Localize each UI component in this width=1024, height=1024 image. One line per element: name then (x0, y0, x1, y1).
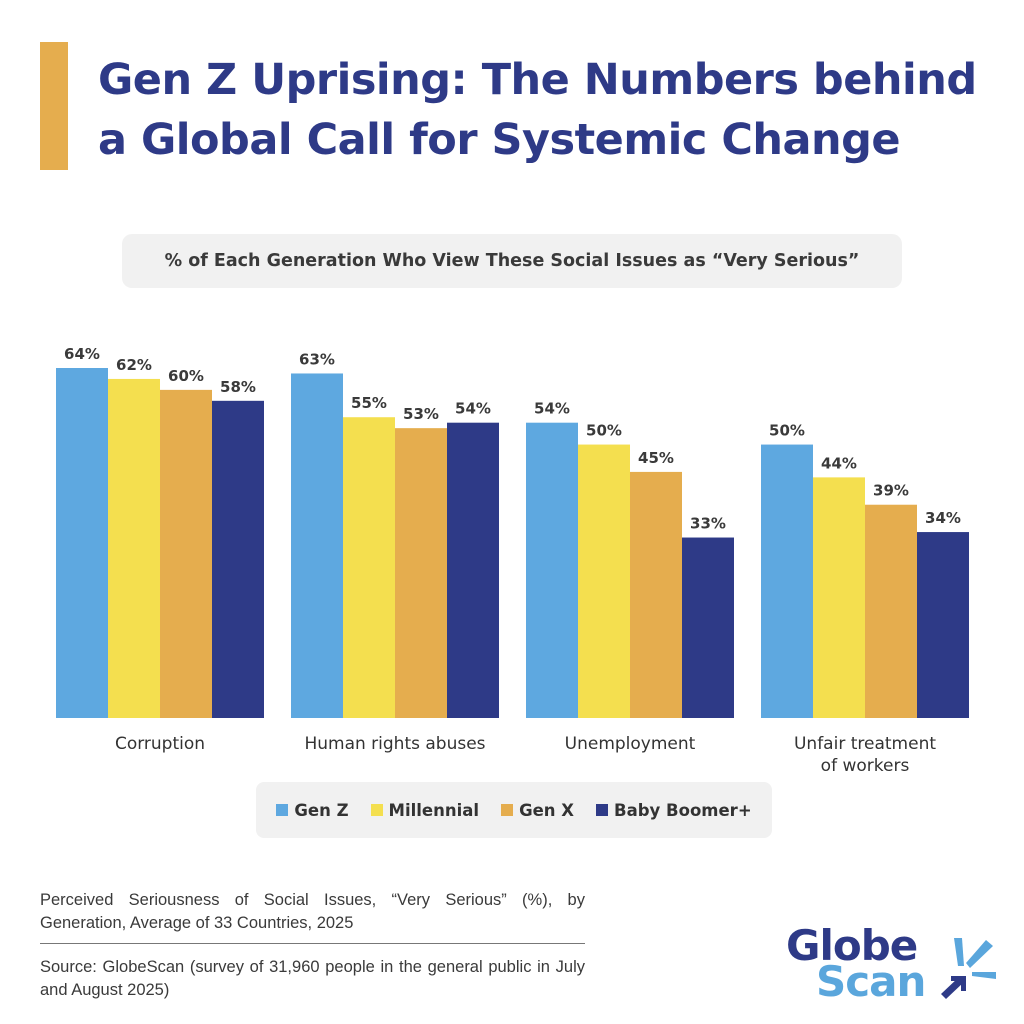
chart-title: % of Each Generation Who View These Soci… (164, 251, 860, 271)
bar-baby-boomer--1 (447, 422, 499, 718)
data-label: 50% (586, 422, 622, 440)
data-label: 33% (690, 515, 726, 533)
legend-item: Millennial (370, 800, 480, 820)
bar-gen-z-0 (56, 368, 108, 718)
bar-gen-z-2 (526, 422, 578, 718)
logo-text-scan: Scan (816, 957, 926, 1006)
bar-gen-z-3 (761, 444, 813, 718)
bar-baby-boomer--0 (212, 400, 264, 718)
data-label: 54% (534, 400, 570, 418)
legend-item: Baby Boomer+ (596, 801, 752, 820)
data-label: 55% (351, 394, 387, 412)
data-label: 39% (873, 482, 909, 500)
title-line-1: Gen Z Uprising: The Numbers behind (98, 55, 977, 105)
legend-item: Gen X (501, 801, 574, 820)
data-label: 50% (769, 422, 805, 440)
data-label: 60% (168, 367, 204, 385)
data-label: 64% (64, 345, 100, 363)
legend-swatch (501, 804, 514, 816)
bar-baby-boomer--3 (917, 532, 969, 718)
bar-millennial-2 (578, 444, 630, 718)
data-label: 58% (220, 378, 256, 396)
legend-item: Gen Z (276, 800, 349, 820)
data-label: 63% (299, 350, 335, 368)
bar-millennial-3 (813, 477, 865, 718)
data-label: 44% (821, 454, 857, 472)
chart-title-pill: % of Each Generation Who View These Soci… (122, 234, 902, 288)
globescan-logo: Globe Scan (786, 921, 1001, 1006)
data-label: 54% (455, 400, 491, 418)
bar-gen-x-0 (160, 389, 212, 718)
bar-gen-x-1 (395, 428, 447, 718)
category-label: Unfair treatment of workers (794, 734, 936, 776)
legend-label: Millennial (388, 800, 480, 820)
bar-millennial-1 (343, 417, 395, 718)
category-label: Corruption (115, 734, 205, 754)
bar-gen-x-2 (630, 471, 682, 718)
data-label: 62% (116, 356, 152, 374)
bar-gen-x-3 (865, 504, 917, 718)
logo-burst-icon (941, 938, 996, 999)
source-note: Source: GlobeScan (survey of 31,960 peop… (40, 958, 585, 999)
footnote-divider (40, 943, 585, 944)
bar-baby-boomer--2 (682, 537, 734, 718)
data-label: 34% (925, 509, 961, 527)
category-label: Human rights abuses (304, 734, 485, 754)
legend: Gen Z Millennial Gen X Baby Boomer+ (256, 782, 772, 838)
title-accent-bar (40, 42, 68, 170)
legend-label: Baby Boomer+ (614, 800, 752, 820)
legend-swatch (276, 804, 289, 816)
legend-label: Gen X (519, 800, 575, 820)
logo-text-globe: Globe (786, 921, 918, 970)
page-title: Gen Z Uprising: The Numbers behind a Glo… (98, 50, 998, 170)
title-line-2: a Global Call for Systemic Change (98, 115, 901, 165)
bar-gen-z-1 (291, 373, 343, 718)
legend-label: Gen Z (294, 800, 349, 820)
data-label: 53% (403, 405, 439, 423)
category-label: Unemployment (565, 734, 696, 754)
legend-swatch (370, 804, 383, 816)
bar-millennial-0 (108, 378, 160, 718)
legend-swatch (596, 804, 609, 816)
chart-caption: Perceived Seriousness of Social Issues, … (40, 891, 585, 932)
data-label: 45% (638, 449, 674, 467)
